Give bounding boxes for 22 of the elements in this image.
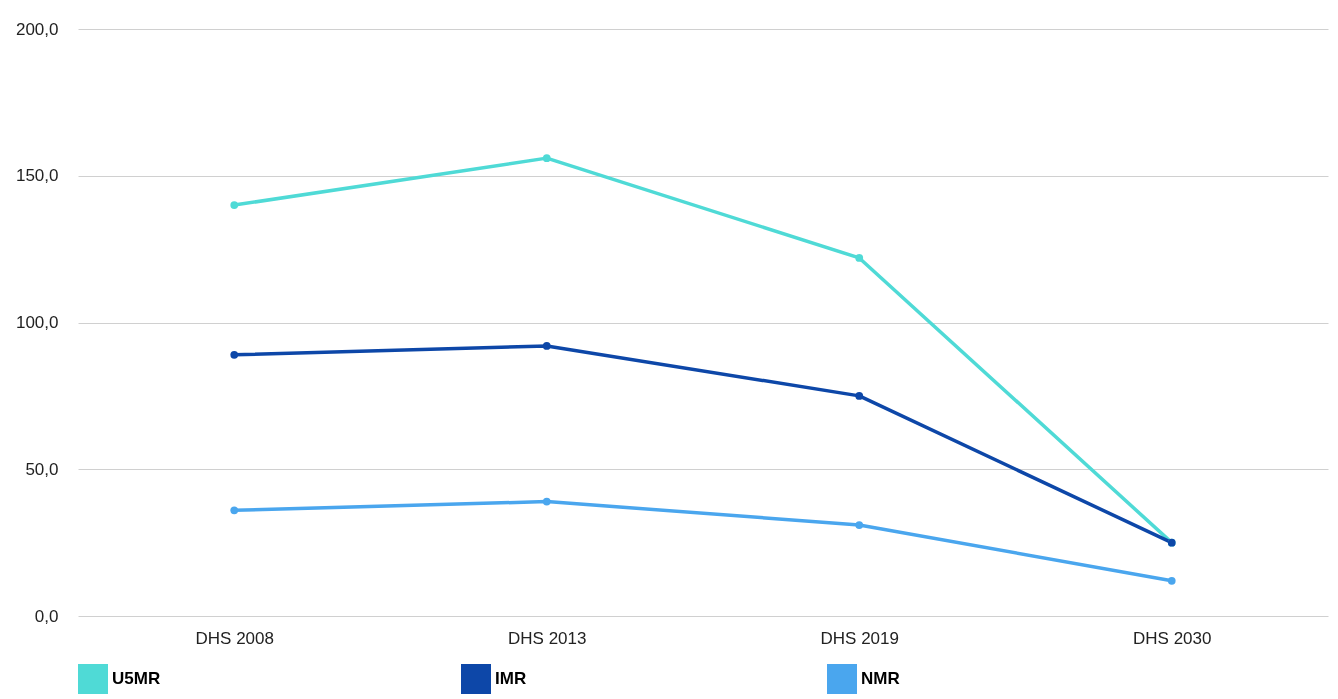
y-tick-label: 0,0 xyxy=(34,606,59,626)
point xyxy=(230,201,239,209)
legend-label: IMR xyxy=(495,669,527,688)
point xyxy=(855,254,864,262)
legend-label: U5MR xyxy=(112,669,161,688)
point xyxy=(855,521,864,529)
x-tick-label: DHS 2019 xyxy=(820,628,899,648)
x-tick-label: DHS 2008 xyxy=(195,628,274,648)
point xyxy=(542,154,551,163)
point xyxy=(542,497,551,506)
legend-label: NMR xyxy=(861,669,900,688)
y-tick-label: 50,0 xyxy=(25,459,59,479)
point xyxy=(542,342,551,350)
x-tick-label: DHS 2013 xyxy=(508,628,587,648)
y-tick-label: 100,0 xyxy=(15,313,59,332)
point xyxy=(230,350,239,359)
point xyxy=(1167,576,1176,585)
y-tick-label: 200,0 xyxy=(15,19,59,39)
x-tick-label: DHS 2030 xyxy=(1133,628,1212,648)
point xyxy=(855,392,864,400)
y-tick-label: 150,0 xyxy=(15,166,59,186)
point xyxy=(230,506,239,515)
